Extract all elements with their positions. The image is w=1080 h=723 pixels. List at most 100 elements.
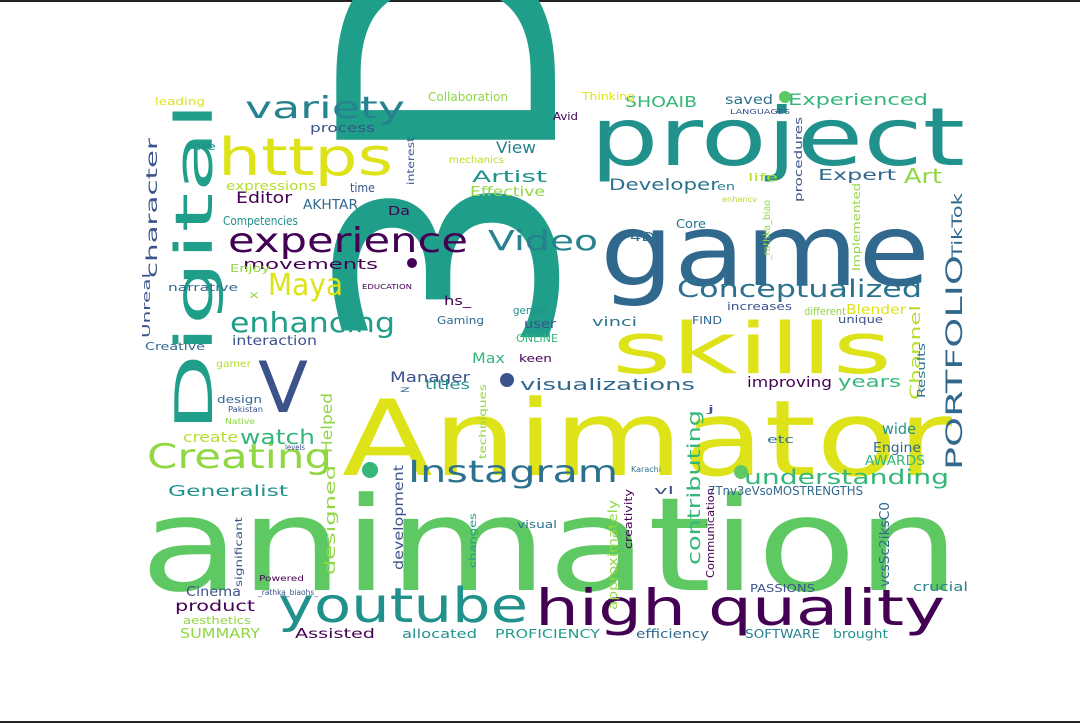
cloud-word: project xyxy=(590,91,965,184)
cloud-word: variety xyxy=(245,91,405,126)
cloud-word: development xyxy=(392,465,407,570)
cloud-word: x xyxy=(249,290,259,301)
cloud-word: life xyxy=(748,171,778,184)
cloud-word: genres xyxy=(513,304,548,317)
cloud-word: allocated xyxy=(402,627,477,641)
cloud-word: SOFTWARE xyxy=(745,627,820,641)
cloud-word: Developer xyxy=(609,175,720,194)
cloud-word: etc xyxy=(767,433,794,446)
cloud-word: vinci xyxy=(592,315,637,329)
cloud-word: https xyxy=(218,128,393,188)
cloud-word: 7Tnv3eVsoMOSTRENGTHS xyxy=(708,484,863,498)
cloud-word: expressions xyxy=(226,179,316,193)
cloud-word: hs_ xyxy=(444,294,472,308)
cloud-word: create xyxy=(183,430,238,446)
cloud-word: visual xyxy=(517,518,557,531)
cloud-word: time xyxy=(350,181,375,195)
cloud-word: Manager xyxy=(390,370,470,386)
cloud-word: Enjoy xyxy=(230,262,271,275)
cloud-word: years xyxy=(838,372,901,391)
cloud-word: Da xyxy=(388,204,410,218)
cloud-word: Conceptualized xyxy=(677,275,922,303)
cloud-word: interaction xyxy=(232,334,317,349)
cloud-word: understanding xyxy=(744,465,949,489)
cloud-word: Pakistan xyxy=(228,405,263,414)
cloud-word: SUMMARY xyxy=(180,627,260,642)
cloud-word: product xyxy=(175,597,255,615)
cloud-word: saved xyxy=(725,93,773,108)
cloud-word: Gaming xyxy=(437,314,484,327)
cloud-word: FIND xyxy=(692,314,722,327)
cloud-word: high quality xyxy=(535,579,945,637)
cloud-word: ONLINE xyxy=(516,332,558,345)
cloud-word: crucial xyxy=(913,580,968,594)
cloud-word: contributing xyxy=(684,410,705,565)
cloud-word: Generalist xyxy=(168,482,288,500)
cloud-word: PASSIONS xyxy=(750,582,815,595)
cloud-word: leading xyxy=(155,95,205,108)
cloud-word: Avid xyxy=(553,110,578,123)
cloud-word: Instagram xyxy=(408,455,618,490)
cloud-word: unique xyxy=(838,313,883,326)
cloud-word: process xyxy=(310,121,375,135)
cloud-word: changes xyxy=(468,513,479,568)
cloud-word: PROFICIENCY xyxy=(495,627,601,641)
cloud-word: Cinema xyxy=(186,585,241,600)
cloud-word: wide xyxy=(882,420,916,438)
cloud-word: Creating xyxy=(147,437,332,477)
cloud-word: enhancing xyxy=(230,306,395,339)
cloud-word: Engine xyxy=(873,441,921,456)
cloud-word: Powered xyxy=(259,574,304,583)
cloud-word: levels xyxy=(285,443,305,452)
cloud-word: AWARDS xyxy=(865,454,925,469)
cloud-word: Communication xyxy=(704,488,717,578)
cloud-word: experience xyxy=(228,221,468,261)
cloud-word: vl xyxy=(654,484,674,497)
cloud-word: approximately xyxy=(606,500,620,610)
cloud-word: V xyxy=(258,347,308,429)
cloud-word: LANGUAGES xyxy=(730,108,791,116)
cloud-dot xyxy=(734,465,748,479)
cloud-word: _rathka_biaohs_ xyxy=(257,588,319,597)
cloud-word: Blender xyxy=(846,303,907,318)
cloud-dot xyxy=(779,91,791,103)
cloud-word: animation xyxy=(140,469,960,621)
cloud-word: watch xyxy=(240,425,315,449)
cloud-word: Maya xyxy=(268,268,343,303)
cloud-word: View xyxy=(496,138,536,157)
cloud-word: Art xyxy=(904,164,942,188)
cloud-dot xyxy=(407,258,417,268)
cloud-word: efficiency xyxy=(636,627,709,641)
cloud-word: procedures xyxy=(792,117,805,202)
cloud-word: Video xyxy=(488,224,598,257)
cloud-word: Max xyxy=(472,351,505,367)
cloud-word: Collaboration xyxy=(428,90,508,104)
cloud-word: user xyxy=(524,317,556,331)
cloud-word: movements xyxy=(243,257,378,273)
cloud-word: youtube xyxy=(278,578,528,634)
cloud-word: mechanics xyxy=(449,155,504,166)
cloud-word: brought xyxy=(833,627,888,641)
cloud-word: improving xyxy=(747,375,832,391)
cloud-word: Editor xyxy=(236,188,292,207)
cloud-word: Experienced xyxy=(788,90,928,109)
cloud-word: Effective xyxy=(470,185,545,200)
cloud-word: AKHTAR xyxy=(303,198,358,213)
cloud-word: en xyxy=(717,180,735,193)
cloud-word: Unreal xyxy=(140,273,153,338)
cloud-word: skills xyxy=(612,308,892,390)
cloud-word: role xyxy=(186,140,216,153)
cloud-word: increases xyxy=(727,300,792,313)
cloud-word: creativity xyxy=(622,488,635,549)
cloud-word: different xyxy=(804,305,847,318)
cloud-word: Expert xyxy=(818,166,896,184)
cloud-word: SHOAIB xyxy=(625,93,697,111)
cloud-dot xyxy=(500,373,514,387)
cloud-dot xyxy=(362,462,378,478)
cloud-word: Channel xyxy=(908,305,924,400)
cloud-word: design xyxy=(217,393,262,406)
cloud-word: significant xyxy=(234,517,245,587)
cloud-word: game xyxy=(600,192,930,309)
